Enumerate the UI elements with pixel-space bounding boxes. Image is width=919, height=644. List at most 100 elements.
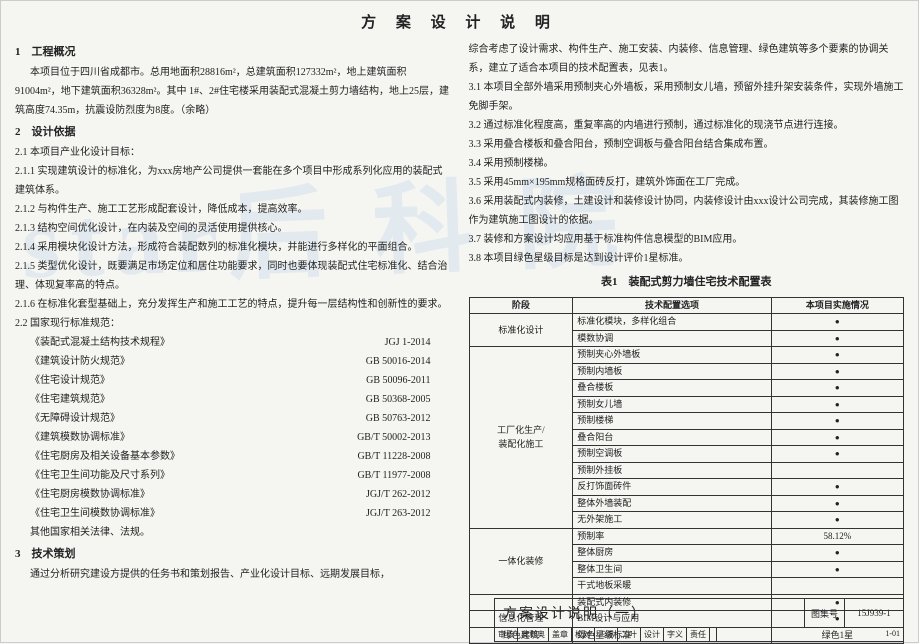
table-row: 工厂化生产/ 装配化施工预制夹心外墙板: [469, 347, 904, 364]
p-2-1-3: 2.1.3 结构空间优化设计，在内装及空间的灵活使用提供核心。: [15, 219, 451, 238]
option-cell: 预制女儿墙: [573, 396, 771, 413]
p-3-4: 3.4 采用预制楼梯。: [469, 154, 905, 173]
standard-name: 《住宅卫生间功能及尺寸系列》: [30, 466, 170, 485]
p-3-6: 3.6 采用装配式内装修，土建设计和装修设计协同，内装修设计由xxx设计公司完成…: [469, 192, 905, 230]
p-2-1-4: 2.1.4 采用模块化设计方法，形成符合装配数列的标准化模块，并能进行多样化的平…: [15, 238, 451, 257]
table-row: 装配式内装修: [469, 594, 904, 611]
standard-row: 《住宅设计规范》 GB 50096-2011: [15, 371, 451, 390]
status-cell: 58.12%: [771, 528, 903, 545]
status-cell: [771, 561, 903, 578]
option-cell: 模数协调: [573, 330, 771, 347]
stage-cell: [469, 594, 573, 611]
table-row: 绿色建筑绿色星级标准绿色1星: [469, 627, 904, 644]
standard-name: 《住宅厨房及相关设备基本参数》: [30, 447, 180, 466]
option-cell: 整体卫生间: [573, 561, 771, 578]
standard-code: JGJ 1-2014: [385, 333, 431, 352]
option-cell: 预制空调板: [573, 446, 771, 463]
p-2-1-1: 2.1.1 实现建筑设计的标准化，为xxx房地产公司提供一套能在多个项目中形成系…: [15, 162, 451, 200]
p-3-1: 3.1 本项目全部外墙采用预制夹心外墙板，采用预制女儿墙，预留外挂升架安装条件，…: [469, 78, 905, 116]
status-cell: [771, 545, 903, 562]
status-cell: [771, 396, 903, 413]
section-3-heading: 3 技术策划: [15, 544, 451, 565]
p-2-1-6: 2.1.6 在标准化套型基础上，充分发挥生产和施工工艺的特点，提升每一层结构性和…: [15, 295, 451, 314]
standard-row: 《住宅建筑规范》 GB 50368-2005: [15, 390, 451, 409]
table-row: 一体化装修预制率58.12%: [469, 528, 904, 545]
status-cell: 绿色1星: [771, 627, 903, 644]
status-cell: [771, 446, 903, 463]
right-column: 综合考虑了设计需求、构件生产、施工安装、内装修、信息管理、绿色建筑等多个要素的协…: [469, 40, 905, 644]
standard-code: GB/T 11977-2008: [357, 466, 430, 485]
option-cell: 无外架施工: [573, 512, 771, 529]
option-cell: 整体外墙装配: [573, 495, 771, 512]
th-option: 技术配置选项: [573, 297, 771, 314]
p-3-5: 3.5 采用45mm×195mm规格面砖反打，建筑外饰面在工厂完成。: [469, 173, 905, 192]
section-3-text: 通过分析研究建设方提供的任务书和策划报告、产业化设计目标、远期发展目标，: [15, 565, 451, 584]
standard-code: GB 50763-2012: [366, 409, 431, 428]
standard-code: JGJ/T 263-2012: [366, 504, 431, 523]
standard-row: 《住宅卫生间模数协调标准》 JGJ/T 263-2012: [15, 504, 451, 523]
p-2-1: 2.1 本项目产业化设计目标：: [15, 143, 451, 162]
p-2-2: 2.2 国家现行标准规范：: [15, 314, 451, 333]
standard-row: 《住宅厨房及相关设备基本参数》 GB/T 11228-2008: [15, 447, 451, 466]
th-stage: 阶段: [469, 297, 573, 314]
standard-row: 《住宅卫生间功能及尺寸系列》 GB/T 11977-2008: [15, 466, 451, 485]
status-cell: [771, 380, 903, 397]
standard-row: 《无障碍设计规范》 GB 50763-2012: [15, 409, 451, 428]
standard-code: GB/T 11228-2008: [357, 447, 430, 466]
table-header-row: 阶段 技术配置选项 本项目实施情况: [469, 297, 904, 314]
section-2-heading: 2 设计依据: [15, 122, 451, 143]
status-cell: [771, 512, 903, 529]
standard-code: GB 50096-2011: [366, 371, 430, 390]
table-1-title: 表1 装配式剪力墙住宅技术配置表: [469, 272, 905, 293]
option-cell: BIM设计与应用: [573, 611, 771, 628]
standard-row: 《建筑模数协调标准》GB/T 50002-2013: [15, 428, 451, 447]
status-cell: [771, 495, 903, 512]
table-row: 标准化设计标准化模块，多样化组合: [469, 314, 904, 331]
standard-name: 《住宅厨房模数协调标准》: [30, 485, 150, 504]
option-cell: 预制内墙板: [573, 363, 771, 380]
standards-list: 《装配式混凝土结构技术规程》 JGJ 1-2014 《建筑设计防火规范》 GB 500…: [15, 333, 451, 523]
option-cell: 标准化模块，多样化组合: [573, 314, 771, 331]
option-cell: 反打饰面砖件: [573, 479, 771, 496]
option-cell: 预制外挂板: [573, 462, 771, 479]
status-cell: [771, 462, 903, 479]
table-row: 信息化管理BIM设计与应用: [469, 611, 904, 628]
left-column: 1 工程概况 本项目位于四川省成都市。总用地面积28816m²，总建筑面积127…: [15, 40, 451, 644]
standard-code: GB 50016-2014: [366, 352, 431, 371]
standards-other: 其他国家相关法律、法规。: [15, 523, 451, 542]
section-1-heading: 1 工程概况: [15, 42, 451, 63]
status-cell: [771, 578, 903, 595]
p-3-8: 3.8 本项目绿色星级目标是达到设计评价1星标准。: [469, 249, 905, 268]
status-cell: [771, 314, 903, 331]
option-cell: 预制夹心外墙板: [573, 347, 771, 364]
standard-name: 《住宅建筑规范》: [30, 390, 110, 409]
status-cell: [771, 413, 903, 430]
standard-name: 《装配式混凝土结构技术规程》: [30, 333, 170, 352]
status-cell: [771, 363, 903, 380]
option-cell: 整体厨房: [573, 545, 771, 562]
p-3-7: 3.7 装修和方案设计均应用基于标准构件信息模型的BIM应用。: [469, 230, 905, 249]
standard-name: 《无障碍设计规范》: [30, 409, 120, 428]
status-cell: [771, 347, 903, 364]
standard-row: 《住宅厨房模数协调标准》 JGJ/T 262-2012: [15, 485, 451, 504]
stage-cell: 一体化装修: [469, 528, 573, 594]
stage-cell: 绿色建筑: [469, 627, 573, 644]
standard-name: 《住宅卫生间模数协调标准》: [30, 504, 160, 523]
p-3-3: 3.3 采用叠合楼板和叠合阳台，预制空调板与叠合阳台结合集成布置。: [469, 135, 905, 154]
page-title: 方 案 设 计 说 明: [15, 11, 904, 32]
option-cell: 预制楼梯: [573, 413, 771, 430]
status-cell: [771, 611, 903, 628]
option-cell: 干式地板采暖: [573, 578, 771, 595]
option-cell: 叠合阳台: [573, 429, 771, 446]
standard-code: JGJ/T 262-2012: [366, 485, 431, 504]
stage-cell: 标准化设计: [469, 314, 573, 347]
p-3-2: 3.2 通过标准化程度高，重复率高的内墙进行预制，通过标准化的现浇节点进行连接。: [469, 116, 905, 135]
stage-cell: 信息化管理: [469, 611, 573, 628]
standard-name: 《建筑设计防火规范》: [30, 352, 130, 371]
right-intro: 综合考虑了设计需求、构件生产、施工安装、内装修、信息管理、绿色建筑等多个要素的协…: [469, 40, 905, 78]
standard-code: GB 50368-2005: [366, 390, 431, 409]
option-cell: 预制率: [573, 528, 771, 545]
standard-row: 《建筑设计防火规范》 GB 50016-2014: [15, 352, 451, 371]
standard-name: 《住宅设计规范》: [30, 371, 110, 390]
stage-cell: 工厂化生产/ 装配化施工: [469, 347, 573, 529]
